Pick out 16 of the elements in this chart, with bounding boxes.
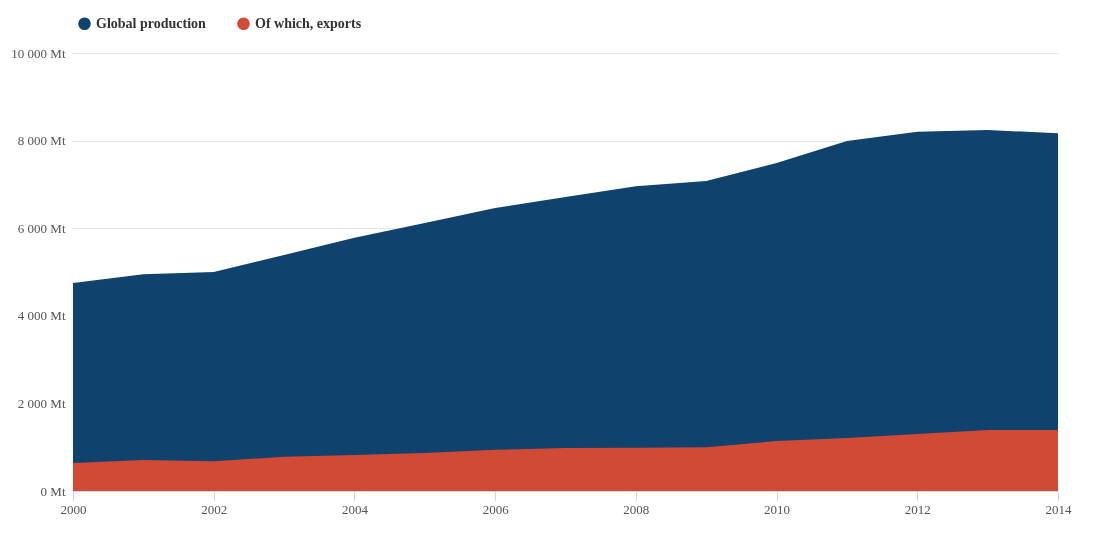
- legend-label: Global production: [96, 15, 207, 31]
- x-tick-label: 2008: [623, 501, 650, 517]
- x-tick-label: 2012: [904, 501, 931, 517]
- y-tick-label: 2 000 Mt: [17, 395, 66, 411]
- y-tick-label: 8 000 Mt: [17, 133, 66, 149]
- legend-label: Of which, exports: [255, 15, 362, 31]
- x-tick-label: 2014: [1045, 501, 1072, 517]
- x-tick-label: 2002: [201, 501, 228, 517]
- x-tick-label: 2004: [341, 501, 369, 517]
- x-tick-label: 2010: [764, 501, 791, 517]
- y-tick-label: 10 000 Mt: [11, 45, 66, 61]
- y-tick-label: 0 Mt: [40, 483, 66, 499]
- y-tick-label: 6 000 Mt: [17, 220, 66, 236]
- y-tick-label: 4 000 Mt: [17, 308, 66, 324]
- x-tick-label: 2000: [60, 501, 87, 517]
- x-tick-label: 2006: [482, 501, 510, 517]
